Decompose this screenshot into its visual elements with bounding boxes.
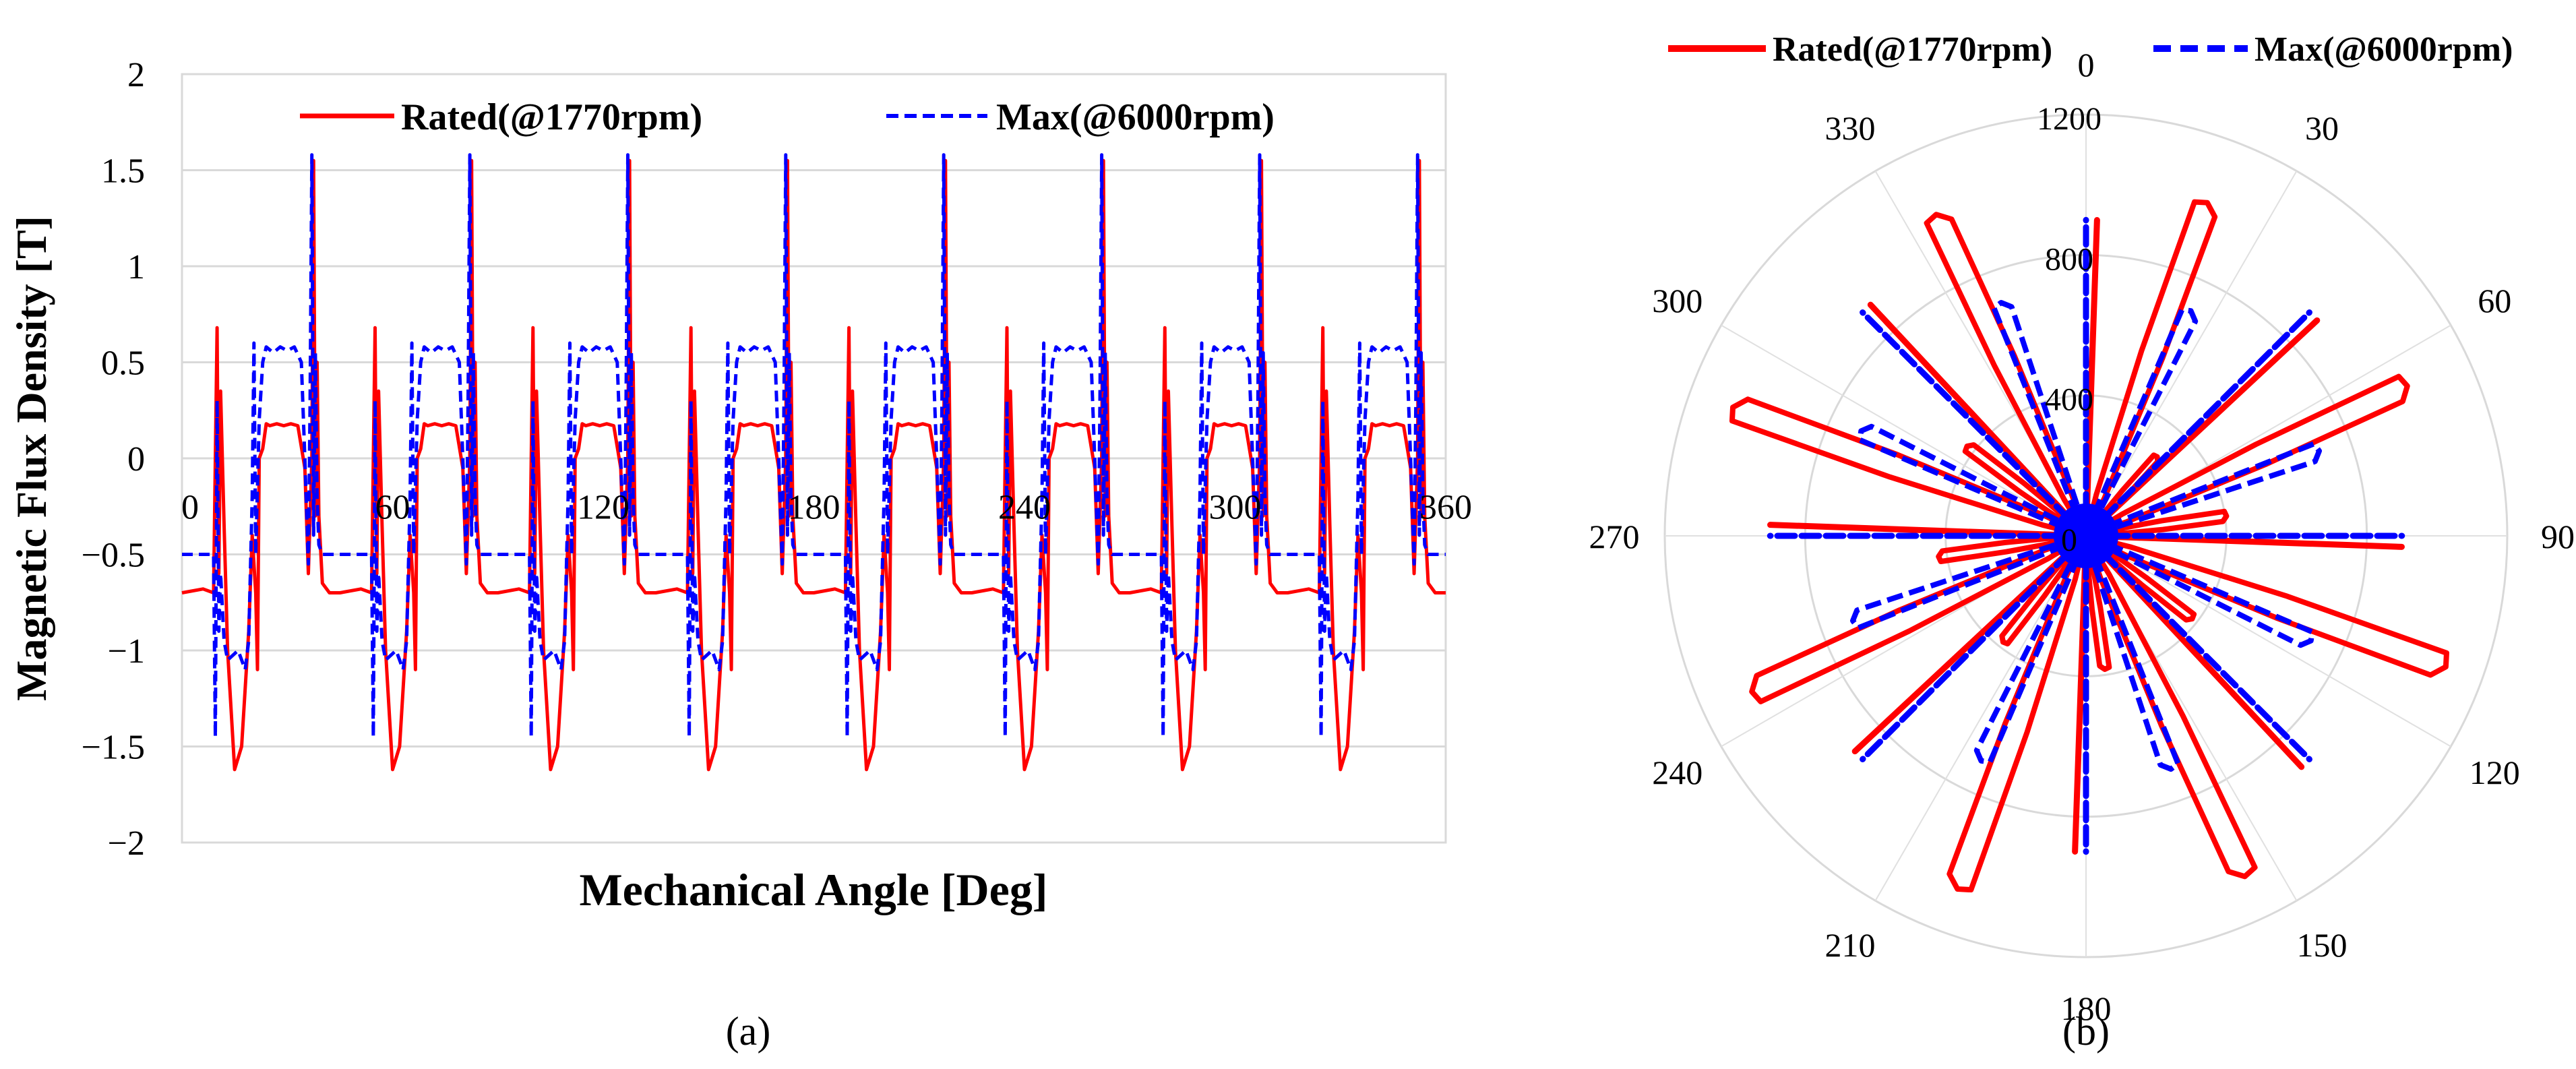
angle-tick-label: 210 (1825, 926, 1876, 964)
panel-a: 2 1.5 1 0.5 0 −0.5 −1 −1.5 −2 0 60 120 180 240 300 360… (7, 56, 1472, 1053)
series-line-rated (181, 158, 1446, 772)
y-tick-label: 0 (127, 440, 145, 479)
y-tick-label: −0.5 (82, 537, 145, 575)
legend-label-rated-a: Rated(@1770rpm) (401, 96, 702, 138)
y-tick-labels-a: 2 1.5 1 0.5 0 −0.5 −1 −1.5 −2 (82, 56, 145, 863)
x-tick-label: 120 (577, 488, 630, 526)
radial-tick-labels-b: 0 400 800 1200 (2037, 101, 2102, 558)
angle-tick-label: 180 (2061, 989, 2112, 1027)
y-tick-label: 1 (127, 248, 145, 286)
polar-spike-max (1860, 532, 2089, 762)
y-tick-label: 1.5 (101, 152, 145, 191)
polar-petal-max (1849, 533, 2089, 631)
angle-tick-label: 150 (2297, 926, 2348, 964)
legend-a: Rated(@1770rpm) Max(@6000rpm) (300, 96, 1275, 138)
x-tick-label: 0 (181, 488, 199, 526)
y-tick-label: 0.5 (101, 344, 145, 383)
angle-tick-label: 240 (1652, 754, 1703, 791)
y-tick-label: 2 (127, 56, 145, 94)
series-b (1729, 199, 2449, 893)
x-tick-labels-a: 0 60 120 180 240 300 360 (181, 488, 1472, 526)
y-tick-label: −1.5 (82, 729, 145, 767)
polar-center-cluster (2054, 503, 2118, 568)
angle-tick-labels-b: 0 30 60 90 120 150 180 210 240 270 300 330 (1589, 46, 2575, 1027)
legend-label-max-a: Max(@6000rpm) (996, 96, 1275, 138)
polar-petal-max (2083, 441, 2323, 539)
x-tick-label: 360 (1419, 488, 1472, 526)
legend-label-rated-b: Rated(@1770rpm) (1773, 30, 2052, 69)
radial-tick-label: 0 (2061, 522, 2077, 558)
polar-spoke (1721, 324, 2087, 537)
polar-spoke (2085, 535, 2451, 747)
y-tick-label: −2 (108, 824, 145, 863)
legend-b: Rated(@1770rpm) Max(@6000rpm) (1668, 30, 2513, 69)
angle-tick-label: 330 (1825, 109, 1876, 147)
series-line-max (182, 153, 1446, 739)
panel-b: Rated(@1770rpm) Max(@6000rpm) 0 400 800 120… (1589, 30, 2575, 1053)
polar-petal-max (1857, 423, 2089, 539)
polar-spike-max (2083, 532, 2312, 762)
x-tick-label: 240 (998, 488, 1051, 526)
angle-tick-label: 90 (2541, 518, 2575, 555)
y-axis-label-a: Magnetic Flux Density [T] (7, 216, 55, 701)
angle-tick-label: 30 (2305, 109, 2339, 147)
angle-tick-label: 270 (1589, 518, 1640, 555)
radial-tick-label: 400 (2045, 382, 2093, 418)
polar-spike-max (1860, 309, 2089, 539)
polar-spike-max (2083, 309, 2312, 539)
polar-petal-max (1973, 533, 2089, 765)
y-tick-label: −1 (108, 632, 145, 671)
angle-tick-label: 0 (2078, 46, 2095, 84)
angle-tick-label: 60 (2478, 282, 2511, 319)
polar-petal-max (2083, 307, 2199, 539)
polar-petal-max (1991, 299, 2089, 539)
angle-tick-label: 120 (2470, 754, 2520, 791)
polar-petal-max (2083, 533, 2315, 648)
polar-petal-max (2083, 533, 2181, 772)
polar-spoke (1874, 535, 2087, 901)
series-a (181, 153, 1446, 772)
legend-label-max-b: Max(@6000rpm) (2255, 30, 2513, 69)
x-tick-label: 300 (1209, 488, 1262, 526)
panel-label-b: (b) (2062, 1009, 2110, 1053)
x-axis-label-a: Mechanical Angle [Deg] (580, 864, 1048, 915)
x-tick-label: 60 (375, 488, 410, 526)
polar-spoke (2085, 171, 2298, 537)
angle-tick-label: 300 (1652, 282, 1703, 319)
radial-tick-label: 800 (2045, 241, 2093, 277)
x-tick-label: 180 (788, 488, 840, 526)
panel-label-a: (a) (726, 1009, 771, 1053)
radial-tick-label: 1200 (2037, 101, 2102, 137)
